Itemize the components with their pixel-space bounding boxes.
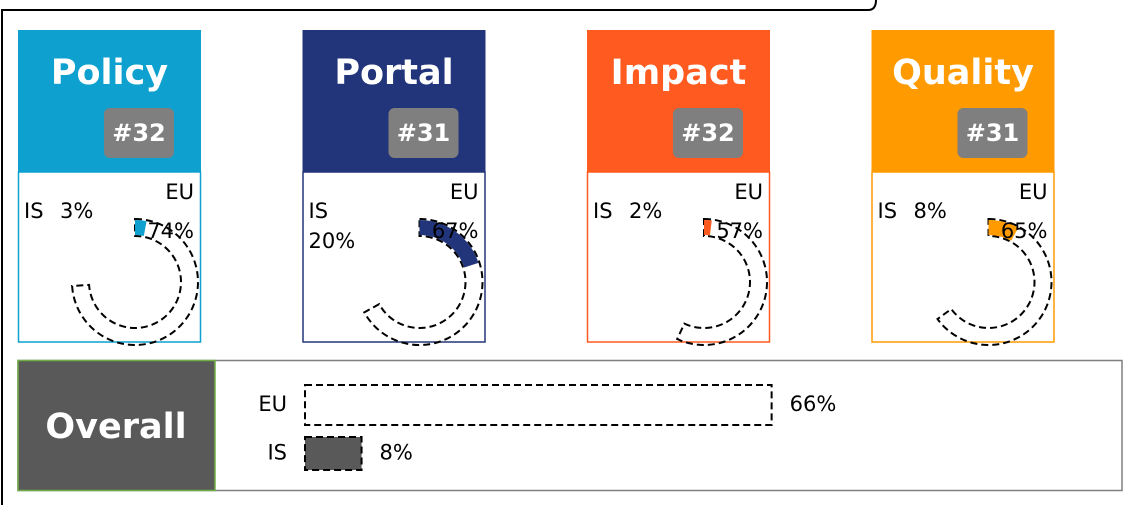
is-arc: [419, 220, 479, 268]
rank-box: [957, 108, 1028, 158]
rank-box: [673, 108, 743, 158]
eu-arc: [675, 217, 768, 346]
rank-label: #32: [112, 119, 166, 147]
bar: [304, 436, 363, 471]
is-label: IS: [24, 199, 44, 223]
panel-body: [586, 171, 771, 343]
eu-label: EU: [450, 180, 479, 204]
eu-value: 74%: [147, 219, 194, 243]
eu-label: EU: [734, 180, 763, 204]
panel-title: Impact: [611, 53, 747, 93]
frame: [1, 0, 877, 505]
panel-title: Policy: [51, 53, 168, 93]
panel-title: Quality: [892, 53, 1034, 93]
is-arc: [988, 220, 1019, 241]
rank-label: #31: [397, 119, 451, 147]
eu-arc: [362, 217, 484, 346]
eu-value: 57%: [716, 219, 763, 243]
is-value: 20%: [309, 229, 356, 253]
is-label: IS: [593, 199, 613, 223]
is-label: IS: [309, 199, 329, 223]
eu-label: EU: [1019, 180, 1048, 204]
overall-header: [17, 359, 216, 492]
is-arc: [704, 220, 712, 236]
bar-label: IS: [267, 441, 287, 465]
rank-box: [104, 108, 174, 158]
bar: [304, 384, 773, 426]
panel-body: [871, 171, 1055, 343]
rank-label: #31: [966, 119, 1020, 147]
bar-value: 8%: [380, 441, 413, 465]
is-value: 8%: [914, 199, 947, 223]
eu-value: 65%: [1001, 219, 1048, 243]
panel-body: [17, 171, 202, 343]
rank-label: #32: [681, 119, 735, 147]
overall-title: Overall: [45, 407, 186, 447]
is-arc: [135, 220, 147, 236]
bar-label: EU: [258, 392, 287, 416]
rank-box: [388, 108, 459, 158]
eu-arc: [71, 217, 199, 346]
eu-label: EU: [165, 180, 194, 204]
is-value: 2%: [629, 199, 662, 223]
panel-body: [302, 171, 486, 343]
eu-value: 67%: [432, 219, 479, 243]
bar-value: 66%: [790, 392, 837, 416]
is-label: IS: [878, 199, 898, 223]
is-value: 3%: [60, 199, 93, 223]
panel-title: Portal: [334, 53, 453, 93]
eu-arc: [936, 217, 1053, 346]
